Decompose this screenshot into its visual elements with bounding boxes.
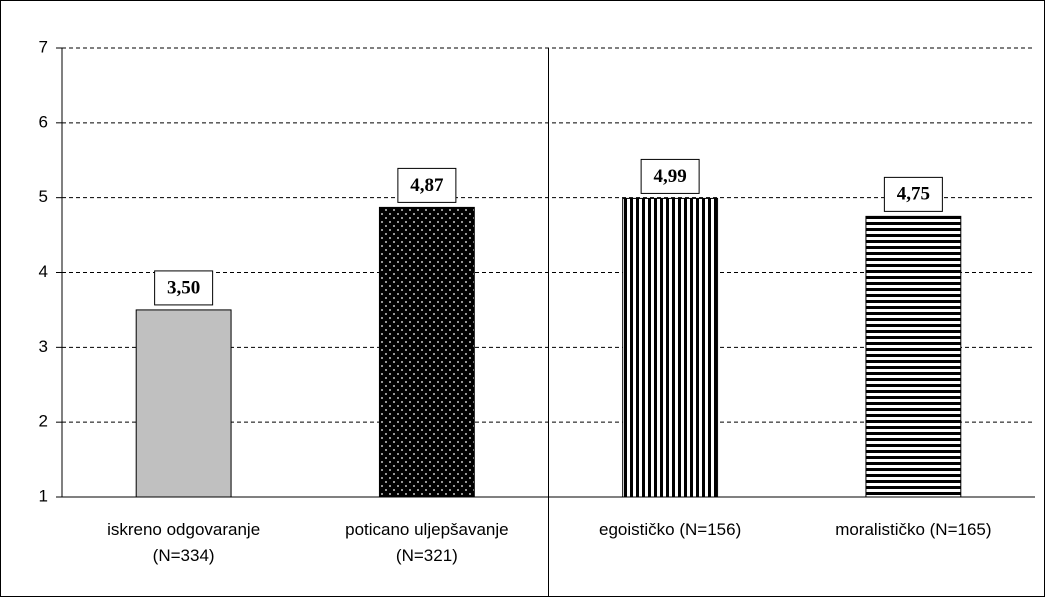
x-tick-label: poticano uljepšavanje (N=321): [345, 520, 509, 565]
y-tick-label: 1: [39, 486, 48, 505]
bar: [865, 215, 962, 498]
value-label-box: [397, 167, 457, 203]
y-tick-label: 4: [39, 262, 48, 281]
y-tick-label: 2: [39, 412, 48, 431]
value-label: 3,50: [167, 277, 200, 298]
bar: [135, 309, 232, 498]
value-label: 4,75: [897, 184, 930, 205]
value-label-box: [640, 158, 700, 194]
x-tick-label: egoističko (N=156): [599, 520, 742, 539]
bar: [378, 206, 475, 498]
y-tick-label: 5: [39, 187, 48, 206]
value-label-box: [154, 270, 214, 306]
value-label: 4,99: [654, 166, 687, 187]
bar: [622, 197, 719, 498]
y-tick-label: 7: [39, 37, 48, 56]
x-tick-label: moralističko (N=165): [835, 520, 992, 539]
x-tick-label: iskreno odgovaranje (N=334): [107, 520, 261, 565]
y-tick-label: 6: [39, 112, 48, 131]
y-tick-label: 3: [39, 337, 48, 356]
value-label: 4,87: [410, 175, 444, 196]
value-label-box: [883, 176, 943, 212]
